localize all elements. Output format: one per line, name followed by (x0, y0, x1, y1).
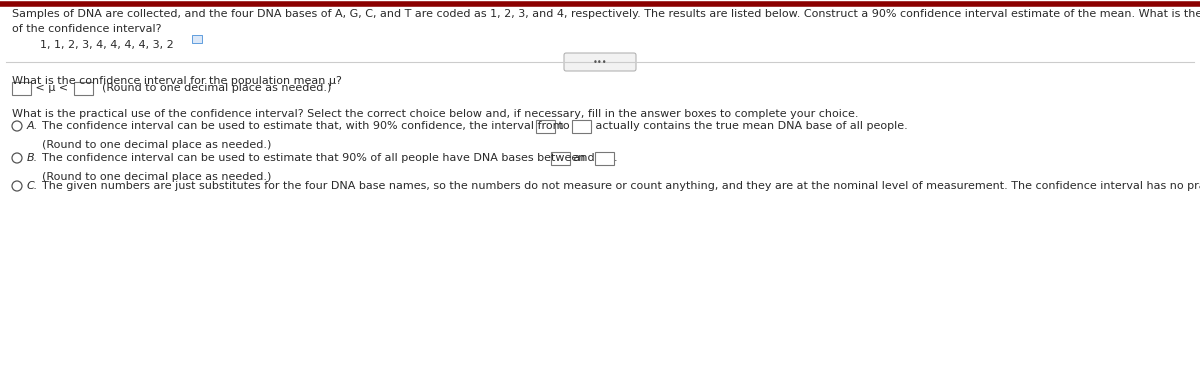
Text: •••: ••• (593, 58, 607, 67)
FancyBboxPatch shape (192, 34, 202, 42)
Text: (Round to one decimal place as needed.): (Round to one decimal place as needed.) (42, 140, 271, 150)
Text: Samples of DNA are collected, and the four DNA bases of A, G, C, and T are coded: Samples of DNA are collected, and the fo… (12, 9, 1200, 34)
Text: 1, 1, 2, 3, 4, 4, 4, 4, 3, 2: 1, 1, 2, 3, 4, 4, 4, 4, 3, 2 (40, 40, 174, 50)
FancyBboxPatch shape (535, 120, 554, 132)
Text: B.: B. (28, 153, 38, 163)
Text: actually contains the true mean DNA base of all people.: actually contains the true mean DNA base… (592, 121, 907, 131)
Text: to: to (554, 121, 574, 131)
Text: .: . (614, 153, 618, 163)
Text: The given numbers are just substitutes for the four DNA base names, so the numbe: The given numbers are just substitutes f… (42, 181, 1200, 191)
Text: C.: C. (28, 181, 38, 191)
Text: What is the confidence interval for the population mean μ?: What is the confidence interval for the … (12, 76, 342, 86)
Text: The confidence interval can be used to estimate that 90% of all people have DNA : The confidence interval can be used to e… (42, 153, 589, 163)
FancyBboxPatch shape (564, 53, 636, 71)
Text: What is the practical use of the confidence interval? Select the correct choice : What is the practical use of the confide… (12, 109, 858, 119)
FancyBboxPatch shape (551, 151, 570, 165)
Text: and: and (570, 153, 598, 163)
Text: (Round to one decimal place as needed.): (Round to one decimal place as needed.) (42, 172, 271, 182)
FancyBboxPatch shape (73, 82, 92, 94)
Text: (Round to one decimal place as needed.): (Round to one decimal place as needed.) (95, 83, 331, 93)
Text: The confidence interval can be used to estimate that, with 90% confidence, the i: The confidence interval can be used to e… (42, 121, 568, 131)
FancyBboxPatch shape (12, 82, 30, 94)
Text: < μ <: < μ < (32, 83, 72, 93)
FancyBboxPatch shape (571, 120, 590, 132)
FancyBboxPatch shape (594, 151, 613, 165)
Text: A.: A. (28, 121, 38, 131)
